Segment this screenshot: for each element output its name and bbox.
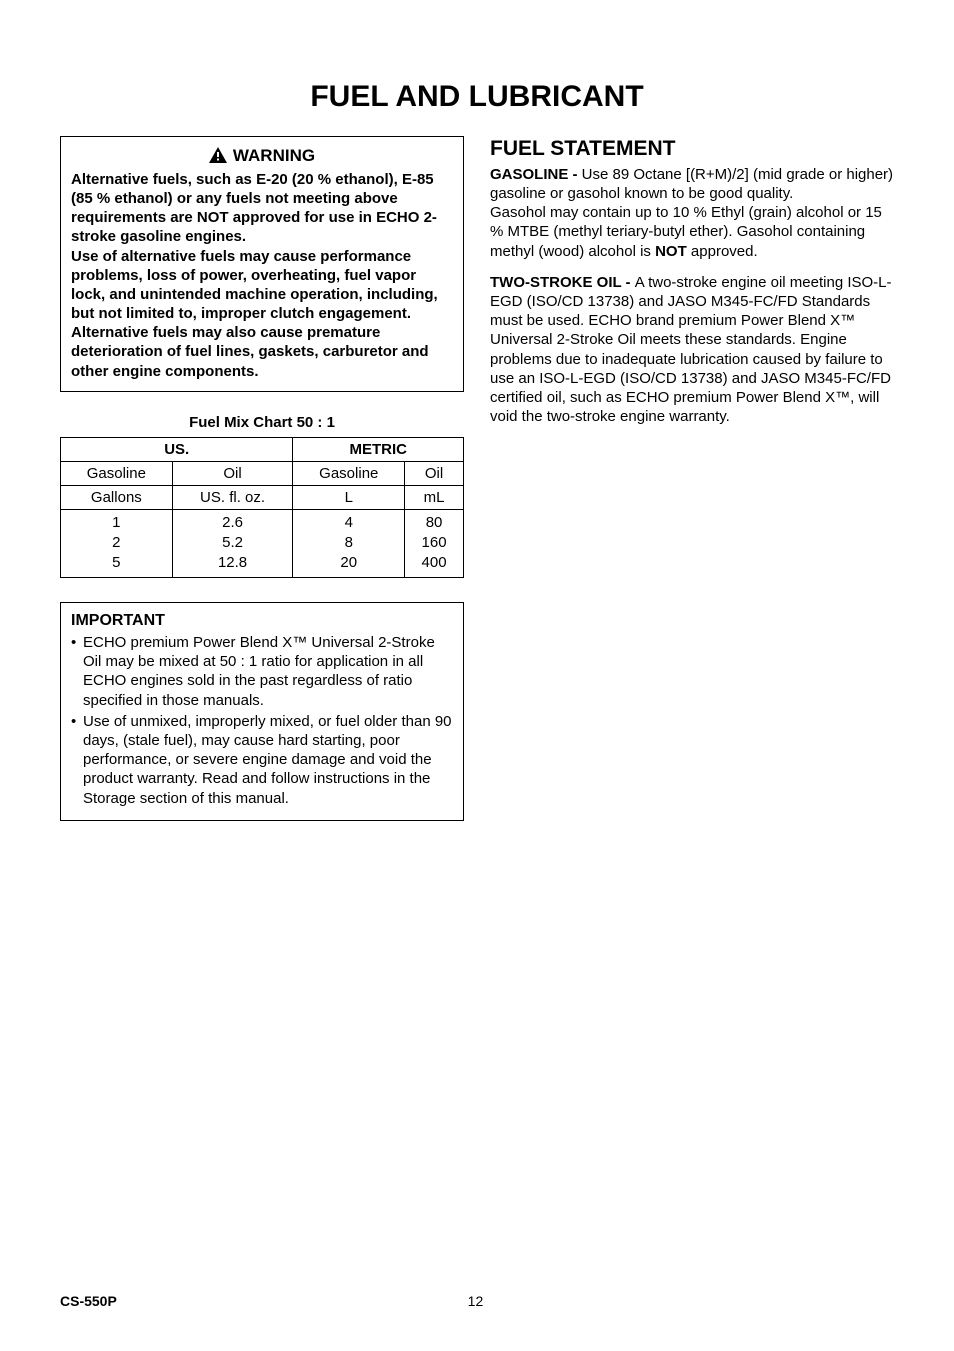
important-header: IMPORTANT: [71, 611, 453, 631]
gasoline-text-2b: approved.: [687, 243, 758, 260]
gasoline-paragraph-2: Gasohol may contain up to 10 % Ethyl (gr…: [490, 203, 894, 261]
unit-gallons: Gallons: [61, 485, 173, 509]
warning-header: WARNING: [71, 145, 453, 167]
warning-triangle-icon: [209, 147, 227, 163]
th-us: US.: [61, 437, 293, 461]
sub-us-oil: Oil: [172, 461, 293, 485]
page-footer: CS-550P 12: [60, 1293, 894, 1309]
twostroke-paragraph: TWO-STROKE OIL - A two-stroke engine oil…: [490, 273, 894, 427]
content-columns: WARNING Alternative fuels, such as E-20 …: [60, 136, 894, 821]
sub-metric-oil: Oil: [405, 461, 464, 485]
important-bullet-2: Use of unmixed, improperly mixed, or fue…: [71, 712, 453, 808]
important-bullet-1: ECHO premium Power Blend X™ Universal 2-…: [71, 633, 453, 710]
page-title: FUEL AND LUBRICANT: [60, 80, 894, 114]
unit-ml: mL: [405, 485, 464, 509]
data-liters: 4 8 20: [293, 509, 405, 577]
data-floz: 2.6 5.2 12.8: [172, 509, 293, 577]
sub-metric-gasoline: Gasoline: [293, 461, 405, 485]
fuel-mix-table: US. METRIC Gasoline Oil Gasoline Oil Gal…: [60, 437, 464, 578]
gasoline-label: GASOLINE -: [490, 166, 582, 183]
footer-page-number: 12: [468, 1293, 484, 1309]
warning-p3: Alternative fuels may also cause prematu…: [71, 324, 429, 379]
warning-box: WARNING Alternative fuels, such as E-20 …: [60, 136, 464, 392]
warning-label: WARNING: [233, 146, 315, 165]
unit-l: L: [293, 485, 405, 509]
data-ml: 80 160 400: [405, 509, 464, 577]
right-column: FUEL STATEMENT GASOLINE - Use 89 Octane …: [490, 136, 894, 821]
left-column: WARNING Alternative fuels, such as E-20 …: [60, 136, 464, 821]
twostroke-label: TWO-STROKE OIL -: [490, 274, 635, 291]
footer-model: CS-550P: [60, 1293, 117, 1309]
important-box: IMPORTANT ECHO premium Power Blend X™ Un…: [60, 602, 464, 821]
warning-p2: Use of alternative fuels may cause perfo…: [71, 248, 438, 323]
warning-p1: Alternative fuels, such as E-20 (20 % et…: [71, 171, 437, 246]
gasoline-paragraph-1: GASOLINE - Use 89 Octane [(R+M)/2] (mid …: [490, 165, 894, 203]
th-metric: METRIC: [293, 437, 464, 461]
twostroke-text: A two-stroke engine oil meeting ISO-L-EG…: [490, 274, 892, 425]
fuel-table-title: Fuel Mix Chart 50 : 1: [60, 414, 464, 431]
data-gallons: 1 2 5: [61, 509, 173, 577]
unit-floz: US. fl. oz.: [172, 485, 293, 509]
sub-us-gasoline: Gasoline: [61, 461, 173, 485]
gasoline-not: NOT: [655, 243, 687, 260]
fuel-statement-title: FUEL STATEMENT: [490, 136, 894, 163]
